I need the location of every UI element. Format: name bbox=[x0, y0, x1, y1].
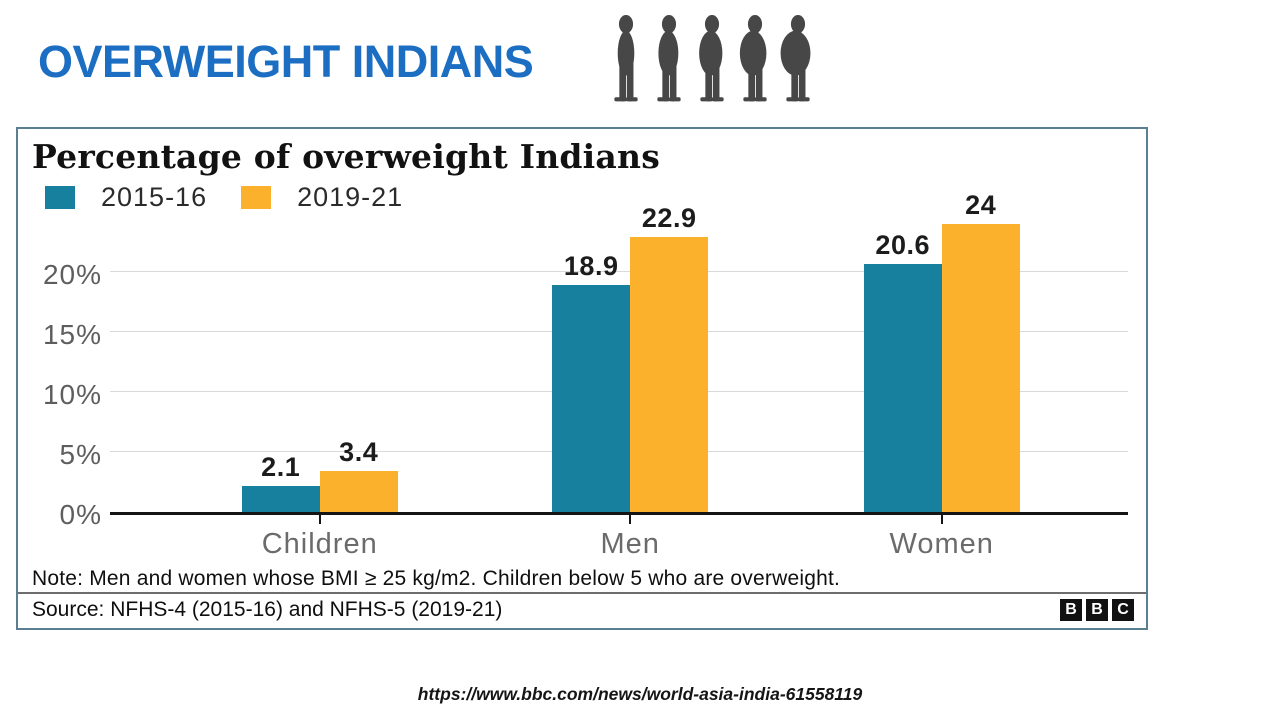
plot-area: 2.1 3.4 Children 18.9 22.9 Men 20.6 24 Women bbox=[110, 190, 1128, 560]
bar-value-label-children-2015-16: 2.1 bbox=[261, 452, 301, 483]
chart-source: Source: NFHS-4 (2015-16) and NFHS-5 (201… bbox=[32, 598, 503, 621]
source-row: Source: NFHS-4 (2015-16) and NFHS-5 (201… bbox=[18, 592, 1146, 628]
y-axis-label-15%: 15% bbox=[42, 318, 102, 350]
bar-women-2019-21: 24 bbox=[941, 190, 1020, 512]
chart-note: Note: Men and women whose BMI ≥ 25 kg/m2… bbox=[32, 566, 841, 590]
y-axis-label-20%: 20% bbox=[42, 258, 102, 290]
article-url-caption: https://www.bbc.com/news/world-asia-indi… bbox=[417, 684, 863, 704]
bbc-logo-block-C: C bbox=[1112, 599, 1134, 621]
bbc-chart-card: Percentage of overweight Indians 2015-16… bbox=[16, 127, 1148, 630]
x-axis-tick-men bbox=[629, 514, 632, 524]
chart-title: Percentage of overweight Indians bbox=[32, 137, 660, 176]
chart-legend: 2015-16 2019-21 bbox=[45, 182, 1146, 213]
weight-figures-group bbox=[606, 14, 818, 108]
bar-value-label-women-2019-21: 24 bbox=[965, 189, 997, 220]
person-silhouette-obese-icon bbox=[780, 15, 811, 102]
bar-value-label-women-2015-16: 20.6 bbox=[875, 230, 930, 261]
y-axis-label-10%: 10% bbox=[42, 378, 102, 410]
category-label-men: Men bbox=[600, 527, 660, 560]
y-axis-label-0%: 0% bbox=[59, 498, 102, 530]
bbc-logo-block-B: B bbox=[1060, 599, 1082, 621]
legend-label-2015-16: 2015-16 bbox=[101, 181, 208, 212]
gridline-20% bbox=[110, 270, 1128, 272]
plot-row: 0% 5% 10% 15% 20% 2.1 3.4 Children 18.9 22.9 Men 2… bbox=[18, 190, 1146, 560]
bar-value-label-men-2015-16: 18.9 bbox=[563, 250, 619, 281]
bar-group-women: 20.6 24 bbox=[863, 190, 1020, 512]
bar-men-2015-16: 18.9 bbox=[552, 251, 631, 512]
person-silhouette-slim-icon bbox=[614, 15, 638, 102]
person-silhouette-large-icon bbox=[699, 15, 724, 102]
category-label-women: Women bbox=[889, 527, 994, 560]
legend-item-2019-21: 2019-21 bbox=[241, 182, 403, 213]
bar-children-2015-16: 2.1 bbox=[241, 452, 320, 512]
bar-value-label-men-2019-21: 22.9 bbox=[641, 202, 697, 233]
bar-group-men: 18.9 22.9 bbox=[552, 203, 709, 512]
person-silhouette-larger-icon bbox=[739, 15, 767, 102]
bar-group-children: 2.1 3.4 bbox=[241, 437, 398, 512]
legend-swatch-2019-21 bbox=[241, 185, 272, 209]
x-axis-tick-children bbox=[318, 514, 321, 524]
bbc-logo-block-B: B bbox=[1086, 599, 1108, 621]
category-label-children: Children bbox=[261, 527, 378, 560]
bar-women-2015-16: 20.6 bbox=[863, 230, 942, 512]
bar-value-label-children-2019-21: 3.4 bbox=[339, 436, 379, 467]
page-title: OVERWEIGHT INDIANS bbox=[38, 36, 534, 87]
y-axis-label-5%: 5% bbox=[59, 438, 102, 470]
legend-item-2015-16: 2015-16 bbox=[45, 182, 207, 213]
bar-men-2019-21: 22.9 bbox=[630, 203, 709, 512]
x-axis-tick-women bbox=[940, 514, 943, 524]
bar-children-2019-21: 3.4 bbox=[319, 437, 398, 512]
legend-swatch-2015-16 bbox=[45, 185, 75, 209]
y-axis-labels: 0% 5% 10% 15% 20% bbox=[18, 215, 102, 530]
legend-label-2019-21: 2019-21 bbox=[297, 181, 404, 212]
person-silhouette-medium-icon bbox=[657, 15, 681, 102]
